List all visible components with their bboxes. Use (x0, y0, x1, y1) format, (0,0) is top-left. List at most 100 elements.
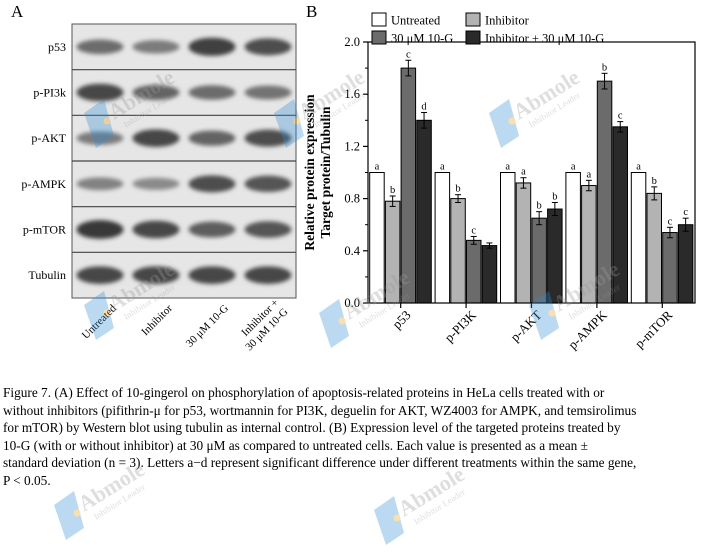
bar (630, 172, 647, 304)
protein-band (132, 266, 180, 284)
protein-band (132, 40, 180, 54)
y-tick-label: 1.2 (344, 139, 360, 153)
protein-band (76, 83, 124, 102)
significance-label: a (521, 167, 526, 178)
bar (384, 200, 401, 304)
legend-label: Untreated (391, 14, 441, 28)
bar-chart: Relative protein expressionTarget protei… (302, 12, 696, 352)
legend-label: Inhibitor + 30 μM 10-G (485, 32, 604, 46)
bar (531, 217, 547, 304)
significance-label: a (587, 169, 592, 180)
y-tick-label: 0.8 (344, 192, 360, 206)
x-tick-label: p-PI3K (441, 307, 479, 345)
legend-label: Inhibitor (485, 14, 530, 28)
svg-text:30 μM 10-G: 30 μM 10-G (184, 302, 231, 349)
significance-label: c (406, 49, 411, 60)
significance-label: c (618, 111, 623, 122)
protein-band (244, 85, 292, 100)
blot-lane-label: Inhibitor +30 μM 10-G (239, 297, 290, 353)
watermark-logo-dot (393, 514, 401, 522)
bar (547, 208, 563, 304)
caption-line: P < 0.05. (3, 472, 51, 488)
protein-band (244, 266, 292, 284)
protein-band (76, 266, 124, 284)
significance-label: b (455, 184, 460, 195)
svg-text:p-AKT: p-AKT (507, 307, 544, 344)
bar (466, 239, 482, 304)
watermark-logo-shape (54, 491, 84, 540)
x-tick-label: p-mTOR (632, 307, 676, 351)
significance-label: b (537, 201, 542, 212)
blot-row-label: p-AMPK (21, 177, 66, 191)
protein-band (188, 175, 236, 193)
svg-text:Untreated: Untreated (80, 302, 120, 342)
blot-lane-label: Inhibitor (139, 302, 175, 338)
bar (612, 126, 628, 304)
protein-band (188, 85, 236, 100)
blot-row-label: p53 (48, 40, 66, 54)
panel-a-letter: A (11, 2, 24, 21)
protein-band (76, 131, 124, 145)
significance-label: a (636, 162, 641, 173)
blot-row-label: p-mTOR (23, 223, 66, 237)
y-tick-label: 2.0 (344, 35, 360, 49)
blot-row-label: p-PI3k (33, 86, 66, 100)
bar (565, 172, 581, 304)
significance-label: a (571, 162, 576, 173)
blot-lane-label: Untreated (80, 302, 120, 342)
protein-band (188, 266, 236, 284)
bar (434, 172, 451, 304)
blot-lane-label: 30 μM 10-G (184, 302, 231, 349)
significance-label: b (652, 176, 657, 187)
svg-text:p-mTOR: p-mTOR (632, 307, 676, 351)
significance-label: d (421, 101, 427, 112)
bar (581, 185, 597, 304)
protein-band (244, 175, 292, 193)
protein-band (188, 37, 236, 56)
legend-swatch (371, 30, 387, 45)
figure-caption: Figure 7. (A) Effect of 10-gingerol on p… (3, 384, 723, 489)
y-tick-label: 1.6 (344, 87, 360, 101)
bar (369, 172, 385, 304)
western-blot-panel: p53 p-PI3k p-AKT p-AMPK p-mTOR Tubulin Untreat… (21, 23, 297, 353)
svg-text:p-PI3K: p-PI3K (441, 307, 479, 345)
bar (481, 245, 498, 304)
y-tick-label: 0.4 (344, 244, 360, 258)
significance-label: c (683, 207, 688, 218)
x-tick-label: p53 (389, 307, 413, 331)
watermark-logo-dot (73, 509, 81, 517)
protein-band (244, 221, 292, 238)
caption-line: for mTOR) by Western blot using tubulin … (3, 420, 621, 435)
legend-swatch (465, 12, 481, 27)
protein-band (188, 130, 236, 146)
legend-label: 30 μM 10-G (391, 32, 453, 46)
x-tick-label: p-AMPK (565, 307, 610, 352)
protein-band (76, 39, 124, 55)
bar (515, 182, 532, 304)
y-axis-label: Relative protein expressionTarget protei… (302, 94, 333, 251)
svg-text:p53: p53 (389, 307, 413, 331)
bar (500, 172, 516, 304)
protein-band (132, 177, 180, 190)
significance-label: b (390, 185, 395, 196)
significance-label: c (668, 216, 673, 227)
bar (596, 80, 613, 304)
svg-text:Inhibitor Leader: Inhibitor Leader (412, 487, 467, 527)
bar (662, 232, 678, 304)
protein-band (244, 38, 292, 56)
significance-label: c (471, 225, 476, 236)
legend-swatch (371, 12, 387, 27)
protein-band (132, 220, 180, 239)
significance-label: a (440, 162, 445, 173)
caption-line: without inhibitors (pifithrin-μ for p53,… (3, 402, 637, 418)
protein-band (244, 129, 292, 147)
caption-line: Figure 7. (A) Effect of 10-gingerol on p… (3, 385, 605, 400)
svg-text:p-AMPK: p-AMPK (565, 307, 610, 352)
x-tick-label: p-AKT (507, 307, 544, 344)
legend-swatch (465, 30, 481, 45)
caption-line: 10-G (with or without inhibitor) at 30 μ… (3, 437, 588, 453)
protein-band (76, 177, 124, 191)
bar (677, 224, 694, 304)
significance-label: b (602, 62, 607, 73)
protein-band (76, 220, 124, 239)
